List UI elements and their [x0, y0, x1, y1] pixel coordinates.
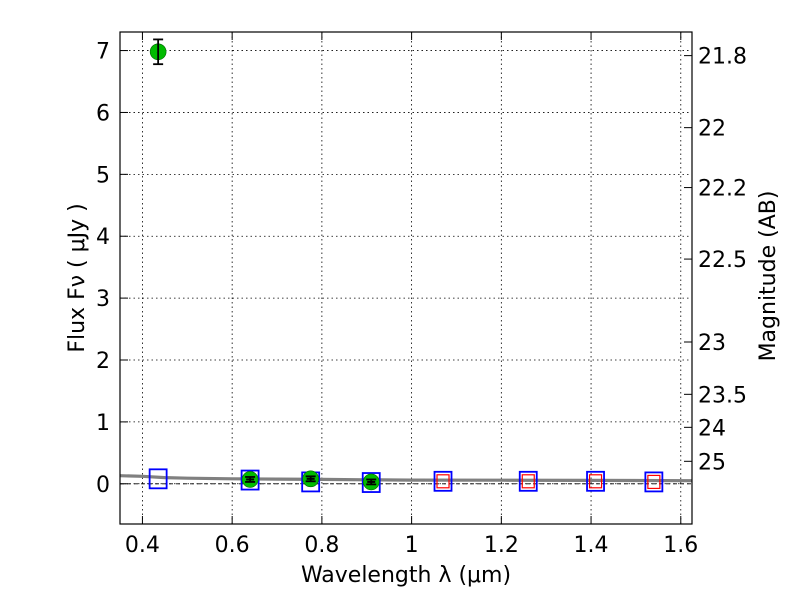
x-tick-label: 1.2 — [484, 533, 519, 558]
blue-square-marker — [586, 470, 605, 492]
y2-tick-label: 25 — [698, 450, 726, 475]
y2-tick-label: 23.5 — [698, 383, 747, 408]
y2-tick-label: 22.5 — [698, 248, 747, 273]
blue-square-marker — [644, 471, 664, 493]
blue-square-marker — [361, 472, 381, 493]
error-bar — [366, 478, 377, 486]
blue-square-marker — [240, 469, 260, 491]
y2-tick-label: 21.8 — [698, 45, 747, 70]
y2-axis-label: Magnitude (AB) — [756, 191, 781, 362]
x-tick-label: 0.4 — [125, 533, 160, 558]
red-square-marker — [436, 474, 450, 489]
blue-square-marker — [433, 470, 453, 492]
y-tick-label: 4 — [96, 225, 110, 250]
red-square-marker — [647, 474, 661, 490]
y-tick-label: 0 — [96, 473, 110, 498]
x-tick-label: 0.6 — [215, 533, 250, 558]
blue-square-marker — [518, 470, 538, 492]
y2-tick-label: 23 — [698, 331, 726, 356]
grid-lines — [120, 32, 692, 524]
plot-area-frame — [119, 31, 693, 525]
blue-square-marker — [148, 468, 168, 490]
y2-tick-label: 22.2 — [698, 177, 747, 202]
y-tick-label: 2 — [96, 349, 110, 374]
error-bar — [305, 475, 316, 483]
y-tick-label: 3 — [96, 287, 110, 312]
error-bar — [153, 38, 164, 66]
x-tick-label: 1 — [405, 533, 419, 558]
y-axis-label: Flux Fν ( μJy ) — [65, 203, 90, 352]
y2-tick-label: 24 — [698, 416, 726, 441]
x-tick-label: 1.4 — [574, 533, 609, 558]
y-tick-label: 1 — [96, 411, 110, 436]
x-tick-label: 0.8 — [304, 533, 339, 558]
y-tick-label: 7 — [96, 40, 110, 65]
error-bar — [245, 476, 256, 483]
y-tick-label: 6 — [96, 101, 110, 126]
model-spectrum-line — [119, 474, 693, 483]
y2-tick-label: 22 — [698, 117, 726, 142]
x-axis-label: Wavelength λ (μm) — [301, 563, 511, 588]
data-series — [119, 38, 693, 493]
y-tick-label: 5 — [96, 163, 110, 188]
x-tick-label: 1.6 — [663, 533, 698, 558]
red-square-marker — [521, 474, 535, 489]
red-square-marker — [588, 474, 603, 489]
